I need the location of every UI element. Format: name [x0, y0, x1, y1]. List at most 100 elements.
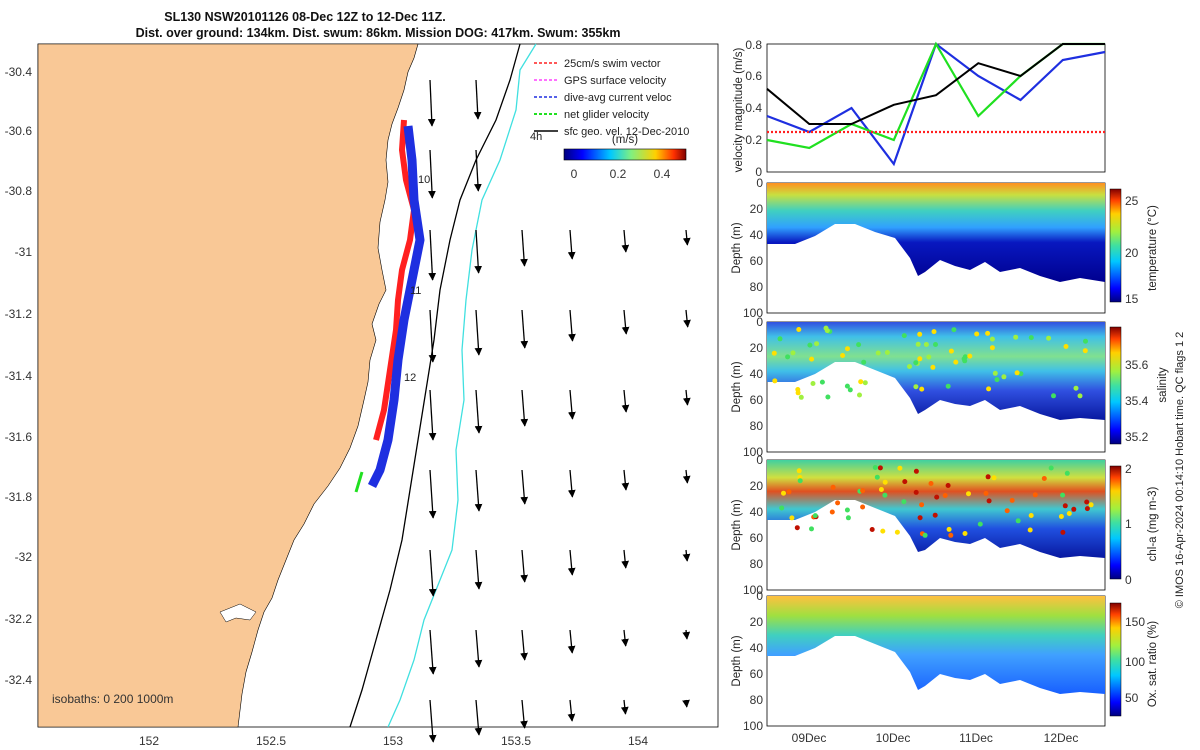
current-vector [474, 549, 483, 590]
sample-dot [926, 354, 932, 360]
map-colorbar-unit: (m/s) [612, 134, 638, 146]
depth-tick: 80 [750, 280, 764, 294]
section-salinity: 35.2 35.4 35.6 salinity [766, 321, 1169, 453]
vel-ytick: 0.4 [745, 101, 762, 115]
section-panels: 15 20 25 temperature (°C) 35.2 35.4 35.6… [731, 176, 1169, 733]
contour-label: 4h [530, 131, 542, 143]
sample-dot [869, 527, 875, 532]
lat-tick: -31.8 [5, 490, 33, 504]
sample-dot [790, 350, 796, 356]
sample-dot [819, 379, 825, 385]
temp-cb-tick: 20 [1125, 246, 1139, 260]
sample-dot [1018, 371, 1024, 377]
current-vector [621, 629, 629, 647]
current-vector [428, 699, 437, 743]
sample-dot [825, 394, 831, 400]
sample-dot [913, 489, 919, 495]
current-vector [474, 629, 483, 668]
sample-dot [1009, 497, 1015, 503]
lat-tick: -30.4 [5, 65, 33, 79]
sample-dot [1048, 465, 1054, 471]
sample-dot [1073, 385, 1079, 391]
depth-tick: 40 [750, 641, 764, 655]
lat-tick: -32.2 [5, 612, 33, 626]
depth-tick: 20 [750, 615, 764, 629]
current-vector [682, 629, 691, 640]
ox-cb-label: Ox. sat. ratio (%) [1147, 621, 1159, 707]
sal-cb-tick: 35.6 [1125, 358, 1149, 372]
depth-tick: 60 [750, 667, 764, 681]
sample-dot [951, 327, 957, 333]
sample-dot [985, 330, 991, 336]
sample-dot [919, 502, 925, 508]
sample-dot [798, 394, 804, 400]
map-cb-tick-1: 0.2 [610, 167, 627, 181]
lon-tick: 153.5 [501, 734, 531, 748]
estuary [219, 603, 257, 623]
chl-cb-label: chl-a (mg m-3) [1147, 486, 1159, 561]
sample-dot [917, 356, 923, 362]
current-vector [682, 549, 691, 562]
current-vector [520, 629, 528, 661]
sample-dot [795, 390, 801, 396]
sample-dot [1028, 513, 1034, 518]
track-red [373, 119, 417, 441]
sample-dot [901, 333, 907, 339]
sample-dot [967, 353, 973, 359]
section-temperature: 15 20 25 temperature (°C) [766, 182, 1159, 314]
sample-dot [814, 341, 820, 347]
sample-dot [917, 515, 923, 521]
sample-dot [977, 521, 983, 527]
sample-dot [785, 354, 791, 360]
track-green [354, 471, 364, 493]
lat-tick: -30.6 [5, 124, 33, 138]
velocity-line [766, 43, 1105, 125]
sample-dot [1071, 506, 1077, 512]
sample-dot [796, 327, 802, 332]
current-vector [474, 309, 483, 356]
isobath-200 [349, 43, 521, 728]
lon-tick: 152 [139, 734, 159, 748]
current-vector [474, 149, 482, 192]
depth-tick: 0 [756, 453, 763, 467]
map-cb-tick-0: 0 [571, 167, 578, 181]
velocity-series [766, 41, 1106, 167]
sample-dot [829, 509, 835, 515]
current-vector [428, 469, 437, 519]
sample-dot [779, 505, 785, 511]
sample-dot [919, 386, 925, 392]
ox-cb-tick: 100 [1125, 655, 1145, 669]
sample-dot [861, 359, 867, 365]
velocity-frame [766, 43, 1106, 173]
depth-tick: 40 [750, 505, 764, 519]
ox-colorbar [1109, 602, 1122, 717]
sample-dot [884, 350, 890, 355]
sample-dot [1063, 344, 1069, 349]
sample-dot [962, 531, 968, 536]
sample-dot [856, 342, 862, 348]
copyright: © IMOS 16-Apr-2024 00:14:10 Hobart time.… [1174, 332, 1186, 609]
lat-tick: -32.4 [5, 673, 33, 687]
sample-dot [1084, 506, 1090, 512]
temp-colorbar [1109, 188, 1122, 303]
depth-tick: 0 [756, 176, 763, 190]
depth-tick: 100 [743, 445, 763, 459]
sample-dot [812, 513, 818, 519]
sample-dot [953, 359, 959, 365]
sample-dot [989, 336, 995, 342]
current-vector [520, 229, 528, 267]
sample-dot [923, 342, 929, 347]
sample-dot [1060, 492, 1066, 498]
vel-ytick: 0.8 [745, 38, 762, 52]
depth-tick: 60 [750, 531, 764, 545]
current-vector [567, 469, 576, 498]
vel-ytick: 0 [755, 165, 762, 179]
depth-tick: 100 [743, 583, 763, 597]
depth-tick: 20 [750, 202, 764, 216]
sample-dot [907, 364, 912, 369]
sample-dot [874, 474, 880, 480]
current-vector [621, 549, 629, 569]
sample-dot [1032, 492, 1038, 498]
lon-tick: 152.5 [256, 734, 286, 748]
